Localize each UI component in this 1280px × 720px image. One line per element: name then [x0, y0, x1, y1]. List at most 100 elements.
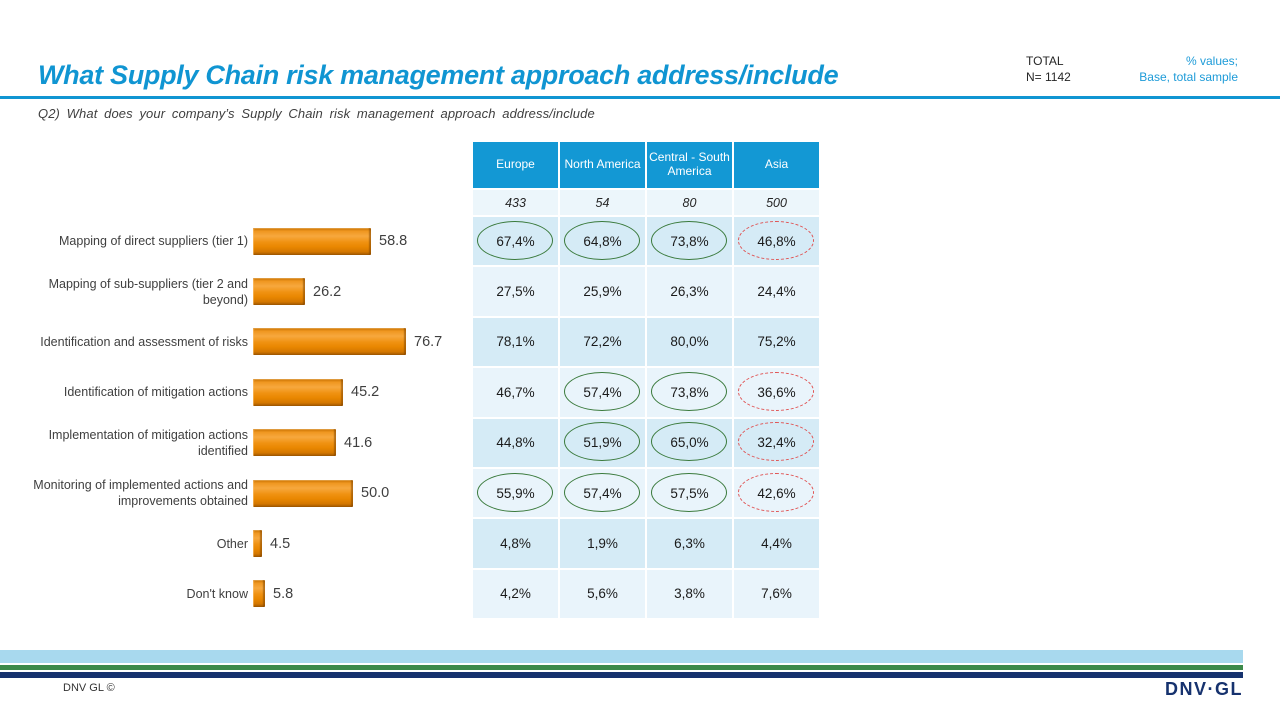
table-cell: 72,2% [560, 317, 645, 367]
table-cell: 4,4% [734, 519, 819, 568]
table-cell: 55,9% [473, 468, 558, 518]
chart-row: Implementation of mitigation actions ide… [0, 419, 470, 467]
table-cell-value: 4,8% [500, 536, 531, 552]
table-cell-value: 73,8% [670, 233, 709, 249]
bar [253, 479, 353, 507]
bar-value-label: 58.8 [379, 233, 408, 250]
bar-value-label: 76.7 [414, 333, 443, 350]
table-cell-value: 1,9% [587, 536, 618, 552]
bar [253, 227, 371, 255]
table-cell: 32,4% [734, 418, 819, 467]
table-cell-value: 46,7% [496, 384, 535, 400]
table-cell-value: 80,0% [670, 334, 709, 350]
chart-row: Mapping of sub-suppliers (tier 2 and bey… [0, 267, 470, 315]
table-cell-value: 75,2% [757, 334, 796, 350]
bar-value-label: 5.8 [273, 585, 294, 602]
values-note-line2: Base, total sample [1139, 69, 1238, 84]
table-cell: 78,1% [473, 317, 558, 367]
table-cell: 51,9% [560, 418, 645, 467]
table-header-cell: Asia [734, 142, 819, 188]
table-cell-value: 6,3% [674, 536, 705, 552]
bar-category-label: Mapping of sub-suppliers (tier 2 and bey… [48, 276, 248, 307]
table-cell: 57,4% [560, 368, 645, 417]
table-cell-value: 44,8% [496, 435, 535, 451]
table-cell-value: 4,4% [761, 536, 792, 552]
bar-value-label: 45.2 [351, 384, 380, 401]
base-value-cell: 500 [734, 190, 819, 215]
table-cell: 24,4% [734, 267, 819, 316]
table-cell: 42,6% [734, 468, 819, 518]
table-cell-value: 78,1% [496, 334, 535, 350]
bar [253, 580, 265, 608]
table-cell: 75,2% [734, 317, 819, 367]
region-table: Europe North America Central - South Ameri… [473, 142, 819, 619]
bar [253, 429, 336, 457]
total-n: N= 1142 [1026, 69, 1071, 84]
table-header-cell: Europe [473, 142, 558, 188]
chart-row: Identification of mitigation actions 45.2 [0, 368, 470, 416]
bar [253, 378, 343, 406]
bar-category-label: Identification and assessment of risks [40, 334, 248, 349]
bar [253, 278, 305, 306]
table-cell-value: 25,9% [583, 284, 622, 300]
footer-stripe-navy [0, 672, 1243, 678]
bar-value-label: 50.0 [361, 485, 390, 502]
table-cell-value: 36,6% [757, 384, 796, 400]
base-value-cell: 433 [473, 190, 558, 215]
bar-category-label: Identification of mitigation actions [63, 385, 248, 400]
table-cell: 46,8% [734, 217, 819, 266]
table-cell: 67,4% [473, 217, 558, 266]
title-divider [0, 96, 1280, 99]
table-header-cell: Central - South America [647, 142, 732, 188]
table-cell-value: 57,5% [670, 485, 709, 501]
table-cell: 73,8% [647, 368, 732, 417]
table-cell-value: 64,8% [583, 233, 622, 249]
copyright-text: DNV GL © [63, 682, 115, 694]
table-cell: 26,3% [647, 267, 732, 316]
table-cell-value: 65,0% [670, 435, 709, 451]
table-cell: 44,8% [473, 418, 558, 467]
table-cell-value: 72,2% [583, 334, 622, 350]
bar-category-label: Mapping of direct suppliers (tier 1) [59, 234, 248, 249]
table-cell-value: 55,9% [496, 485, 535, 501]
bar-category-label: Other [216, 536, 248, 551]
table-cell: 65,0% [647, 418, 732, 467]
bar [253, 530, 262, 558]
values-note: % values; Base, total sample [1139, 54, 1238, 85]
table-cell: 4,2% [473, 569, 558, 619]
table-cell: 57,4% [560, 468, 645, 518]
table-cell: 64,8% [560, 217, 645, 266]
chart-row: Identification and assessment of risks 76… [0, 318, 470, 366]
question-subtitle: Q2) What does your company’s Supply Chai… [38, 106, 595, 121]
chart-row: Don't know 5.8 [0, 570, 470, 618]
chart-row: Monitoring of implemented actions and im… [0, 469, 470, 517]
table-cell: 4,8% [473, 519, 558, 568]
page-title: What Supply Chain risk management approa… [38, 60, 839, 90]
bar-chart: Mapping of direct suppliers (tier 1) 58.8… [0, 217, 470, 620]
table-cell-value: 46,8% [757, 233, 796, 249]
footer-stripe-green [0, 665, 1243, 670]
footer-stripe-lightblue [0, 650, 1243, 663]
table-cell: 80,0% [647, 317, 732, 367]
table-cell-value: 24,4% [757, 284, 796, 300]
table-cell-value: 42,6% [757, 485, 796, 501]
chart-row: Mapping of direct suppliers (tier 1) 58.8 [0, 217, 470, 265]
table-cell: 73,8% [647, 217, 732, 266]
table-cell-value: 57,4% [583, 485, 622, 501]
table-cell-value: 51,9% [583, 435, 622, 451]
table-cell-value: 5,6% [587, 586, 618, 602]
bar-value-label: 26.2 [313, 283, 342, 300]
total-label: TOTAL [1026, 54, 1064, 68]
table-cell: 57,5% [647, 468, 732, 518]
table-cell: 36,6% [734, 368, 819, 417]
table-cell: 46,7% [473, 368, 558, 417]
table-cell: 6,3% [647, 519, 732, 568]
table-cell: 7,6% [734, 569, 819, 619]
bar-value-label: 41.6 [344, 434, 373, 451]
table-cell-value: 3,8% [674, 586, 705, 602]
base-value-cell: 54 [560, 190, 645, 215]
table-cell: 5,6% [560, 569, 645, 619]
dnv-gl-logo: DNV·GL [1165, 679, 1243, 699]
table-cell-value: 7,6% [761, 586, 792, 602]
